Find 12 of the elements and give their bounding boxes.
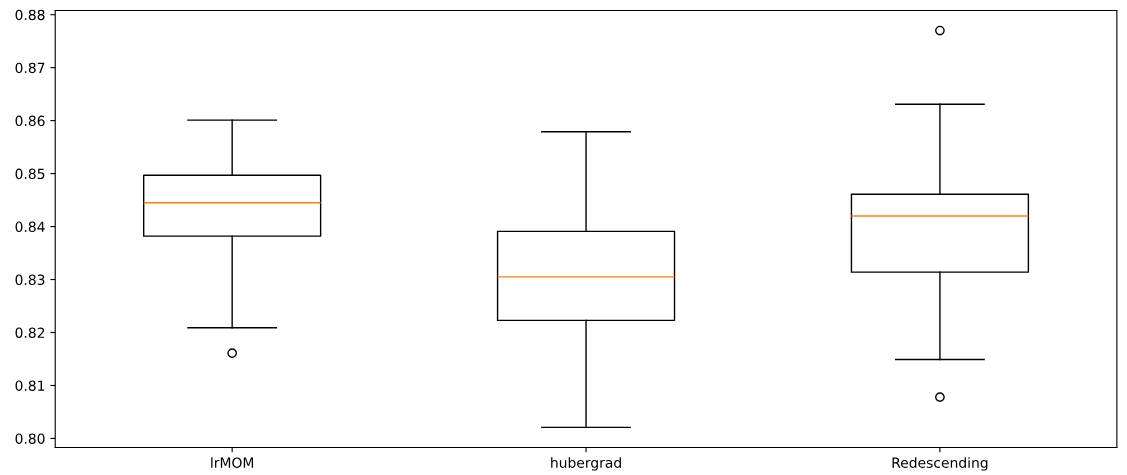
x-tick-label: hubergrad bbox=[551, 457, 621, 471]
y-tick-label: 0.82 bbox=[15, 327, 45, 338]
y-tick-label: 0.86 bbox=[15, 115, 45, 127]
y-tick-label: 0.83 bbox=[15, 274, 45, 286]
x-tick-label: lrMOM bbox=[211, 457, 254, 468]
x-tick-label: Redescending bbox=[892, 457, 988, 471]
y-tick-label: 0.85 bbox=[15, 168, 45, 180]
y-tick-label: 0.87 bbox=[15, 62, 45, 74]
y-tick-label: 0.81 bbox=[15, 380, 45, 391]
y-tick-label: 0.88 bbox=[15, 9, 45, 21]
y-tick-label: 0.84 bbox=[15, 221, 45, 233]
y-tick-label: 0.80 bbox=[15, 433, 45, 444]
